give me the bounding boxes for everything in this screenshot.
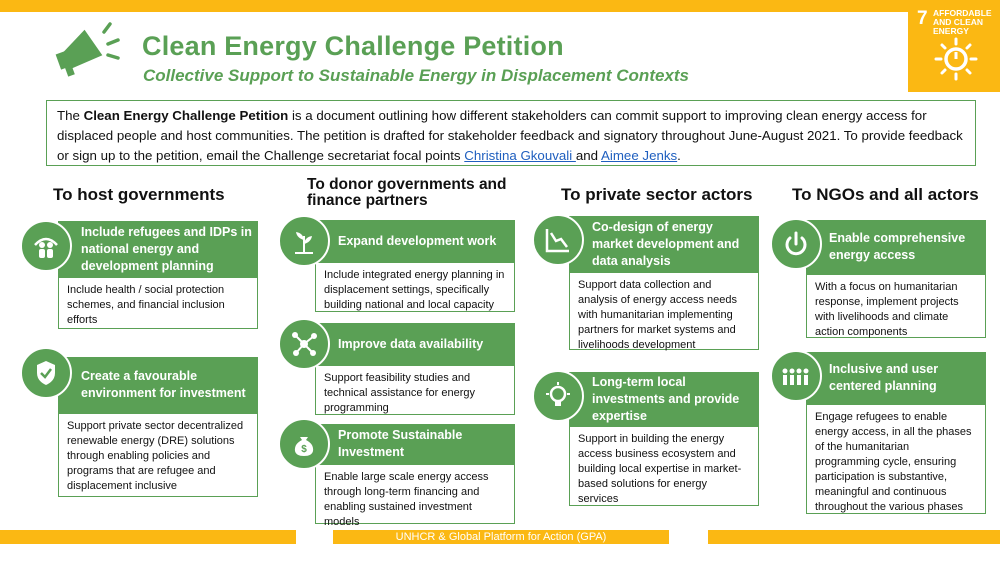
network-nodes-icon: [292, 332, 317, 356]
card-body: Support data collection and analysis of …: [569, 272, 759, 351]
card-title: Promote Sustainable Investment: [315, 424, 515, 464]
card-icon-wrap: [532, 370, 584, 422]
card-icon-wrap: $: [278, 418, 330, 470]
power-icon: [785, 231, 807, 256]
card-body: With a focus on humanitarian response, i…: [806, 274, 986, 338]
money-bag-icon: $: [294, 437, 314, 456]
card-body: Include health / social protection schem…: [58, 277, 258, 329]
card-title: Co-design of energy market development a…: [569, 216, 759, 272]
footer-bar-left: [0, 530, 296, 544]
heading-host: To host governments: [53, 185, 225, 204]
megaphone-icon: [55, 22, 120, 77]
lightbulb-gear-icon: [546, 382, 570, 406]
card-body: Enable large scale energy access through…: [315, 464, 515, 528]
card-title: Include refugees and IDPs in national en…: [58, 221, 258, 277]
card-title: Long-term local investments and provide …: [569, 372, 759, 426]
intro-text: is a document outlining how different st…: [57, 108, 963, 163]
link-aimee[interactable]: Aimee Jenks: [601, 148, 678, 163]
sun-power-icon: [934, 37, 978, 81]
link-christina[interactable]: Christina Gkouvali: [464, 148, 576, 163]
card-body: Support in building the energy access bu…: [569, 426, 759, 506]
top-accent-bar: [0, 0, 1000, 12]
intro-end: .: [677, 148, 681, 163]
sdg-label: AFFORDABLE AND CLEAN ENERGY: [933, 8, 992, 36]
intro-prefix: The: [57, 108, 84, 123]
sdg7-badge: 7 AFFORDABLE AND CLEAN ENERGY: [908, 0, 1000, 92]
card-title: Create a favourable environment for inve…: [58, 357, 258, 413]
page-title: Clean Energy Challenge Petition: [142, 31, 564, 61]
card-body: Support feasibility studies and technica…: [315, 365, 515, 415]
card-title: Expand development work: [315, 220, 515, 262]
intro-bold: Clean Energy Challenge Petition: [83, 108, 289, 123]
card-icon-wrap: [278, 215, 330, 267]
card-title: Inclusive and user centered planning: [806, 352, 986, 404]
intro-box: The Clean Energy Challenge Petition is a…: [46, 100, 976, 166]
shield-document-icon: [37, 361, 55, 385]
card-body: Include integrated energy planning in di…: [315, 262, 515, 312]
card-title: Enable comprehensive energy access: [806, 220, 986, 274]
people-shelter-icon: [34, 237, 58, 258]
card-icon-wrap: [770, 350, 822, 402]
intro-and: and: [575, 148, 602, 163]
heading-donor: To donor governments and finance partner…: [307, 176, 507, 209]
card-icon-wrap: [532, 214, 584, 266]
heading-ngo: To NGOs and all actors: [792, 185, 979, 204]
group-people-icon: [782, 368, 809, 385]
heading-private: To private sector actors: [561, 185, 753, 204]
card-icon-wrap: [770, 218, 822, 270]
card-icon-wrap: [278, 318, 330, 370]
sdg-number: 7: [917, 8, 928, 29]
card-body: Engage refugees to enable energy access,…: [806, 404, 986, 514]
growth-plant-icon: [295, 232, 313, 254]
card-title: Improve data availability: [315, 323, 515, 365]
card-body: Support private sector decentralized ren…: [58, 413, 258, 497]
footer-credit: UNHCR & Global Platform for Action (GPA): [333, 530, 669, 544]
footer-bar-right: [708, 530, 1000, 544]
card-icon-wrap: [20, 347, 72, 399]
svg-text:$: $: [301, 444, 307, 455]
chart-line-icon: [545, 229, 569, 253]
card-icon-wrap: [20, 220, 72, 272]
page-subtitle: Collective Support to Sustainable Energy…: [143, 66, 690, 85]
